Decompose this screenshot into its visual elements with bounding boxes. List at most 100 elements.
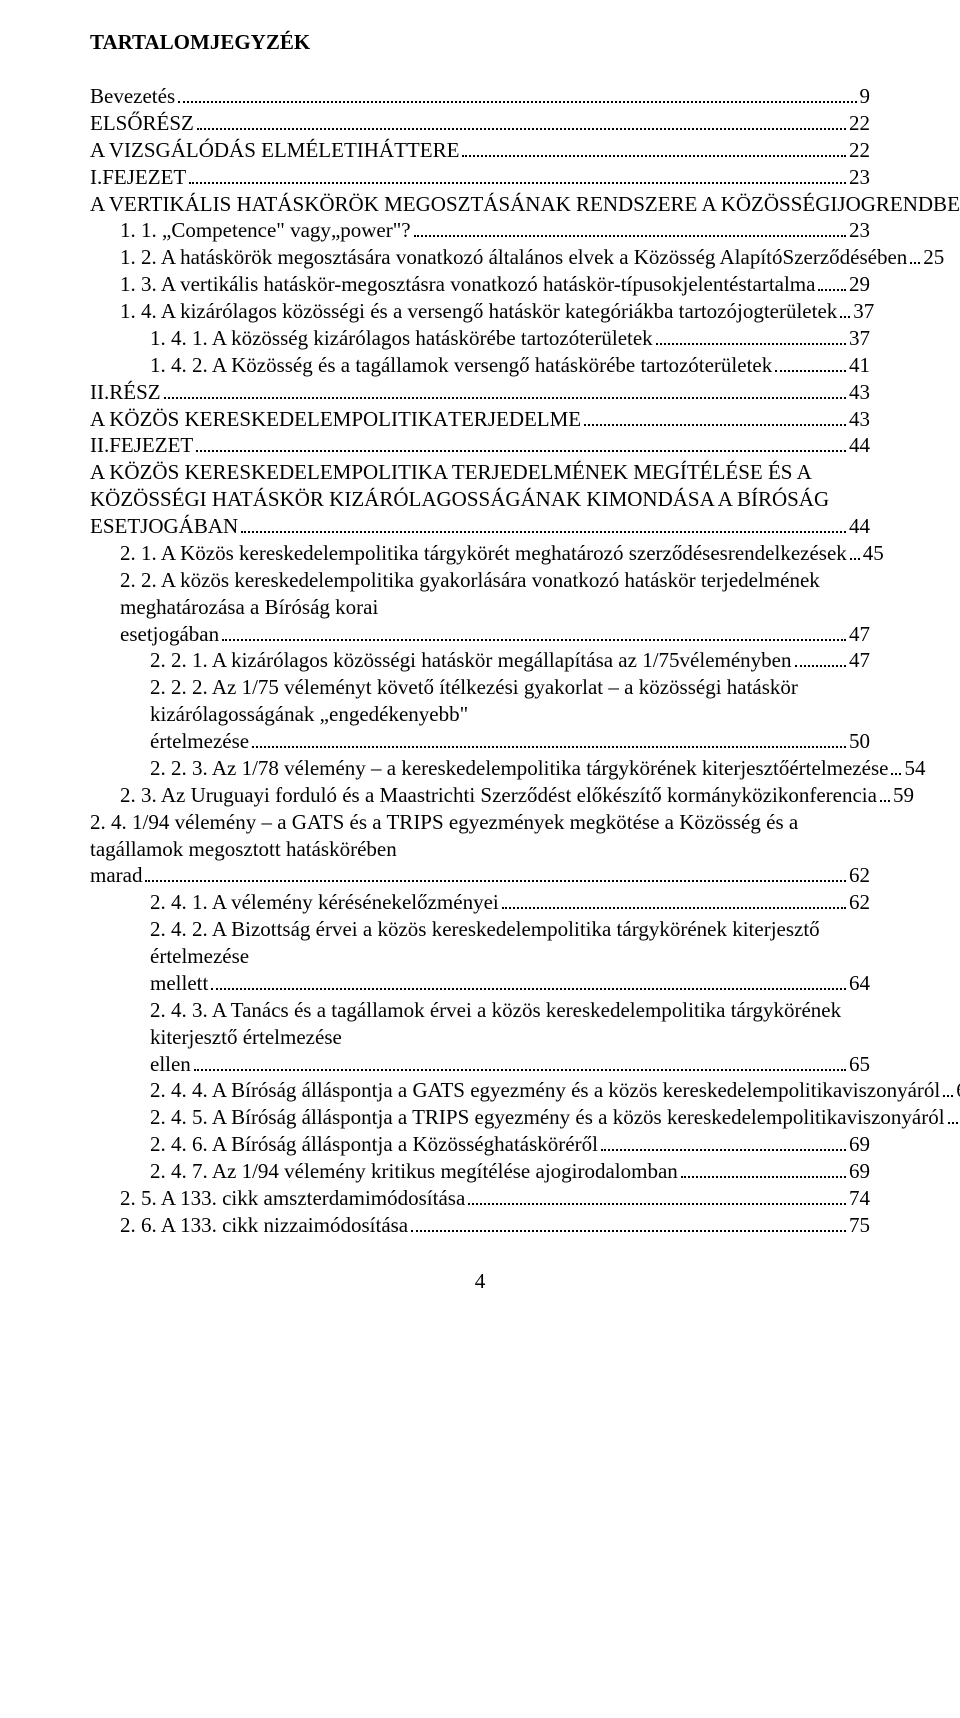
toc-entry: 2. 4. 4. A Bíróság álláspontja a GATS eg… bbox=[90, 1077, 870, 1104]
toc-entry-tail: ESETJOGÁBAN 44 bbox=[90, 513, 870, 540]
toc-entry: 1. 4. 1. A közösség kizárólagos hatáskör… bbox=[90, 325, 870, 352]
toc-leader bbox=[502, 907, 846, 909]
toc-leader bbox=[601, 1149, 846, 1151]
toc-entry-text: 2. 4. 1. A vélemény kérésének bbox=[150, 889, 402, 916]
toc-body: Bevezetés 9ELSŐ RÉSZ 22A VIZSGÁLÓDÁS ELM… bbox=[90, 83, 870, 1239]
toc-entry-page: 50 bbox=[849, 728, 870, 755]
toc-entry-lastword: marad bbox=[90, 862, 142, 889]
toc-entry: 2. 4. 1. A vélemény kérésének előzményei… bbox=[90, 889, 870, 916]
toc-entry: 2. 4. 1/94 vélemény – a GATS és a TRIPS … bbox=[90, 809, 870, 890]
toc-entry-tail: JOGRENDBEN 23 bbox=[837, 191, 870, 218]
toc-entry-page: 23 bbox=[849, 164, 870, 191]
toc-entry-tail: értelmezése 50 bbox=[150, 728, 870, 755]
toc-entry-tail: „power"? 23 bbox=[331, 217, 870, 244]
toc-entry-page: 54 bbox=[904, 755, 925, 782]
toc-entry-text: 2. 2. A közös kereskedelempolitika gyako… bbox=[120, 567, 870, 621]
toc-entry: 1. 1. „Competence" vagy „power"? 23 bbox=[90, 217, 870, 244]
toc-entry-lastword: mellett bbox=[150, 970, 208, 997]
toc-entry: 1. 4. 2. A Közösség és a tagállamok vers… bbox=[90, 352, 870, 379]
toc-leader bbox=[252, 746, 846, 748]
toc-entry-text: 1. 4. A kizárólagos közösségi és a verse… bbox=[120, 298, 737, 325]
toc-entry-tail: RÉSZ 43 bbox=[109, 379, 870, 406]
toc-entry-lastword: RÉSZ bbox=[109, 379, 160, 406]
toc-entry-tail: HÁTTERE 22 bbox=[364, 137, 870, 164]
toc-leader bbox=[850, 558, 860, 560]
toc-entry-lastword: RÉSZ bbox=[143, 110, 194, 137]
toc-entry-text: 2. 4. 2. A Bizottság érvei a közös keres… bbox=[150, 916, 870, 970]
toc-entry-lastword: értelmezése bbox=[789, 755, 888, 782]
toc-entry: 2. 2. 1. A kizárólagos közösségi hatáskö… bbox=[90, 647, 870, 674]
toc-leader bbox=[891, 773, 901, 775]
toc-entry-text: 1. 1. „Competence" vagy bbox=[120, 217, 331, 244]
toc-entry-tail: Szerződésében 25 bbox=[783, 244, 871, 271]
toc-entry-text: 1. 3. A vertikális hatáskör-megosztásra … bbox=[120, 271, 683, 298]
document-page: TARTALOMJEGYZÉK Bevezetés 9ELSŐ RÉSZ 22A… bbox=[0, 0, 960, 1334]
toc-entry-page: 25 bbox=[923, 244, 944, 271]
toc-entry-page: 22 bbox=[849, 137, 870, 164]
toc-entry-lastword: ESETJOGÁBAN bbox=[90, 513, 238, 540]
toc-entry-lastword: előzményei bbox=[402, 889, 499, 916]
toc-entry-tail: előzményei 62 bbox=[402, 889, 870, 916]
toc-entry-tail: jelentéstartalma 29 bbox=[683, 271, 870, 298]
toc-leader bbox=[211, 988, 846, 990]
toc-entry-page: 22 bbox=[849, 110, 870, 137]
toc-entry: 2. 1. A Közös kereskedelempolitika tárgy… bbox=[90, 540, 870, 567]
toc-entry-lastword: JOGRENDBEN bbox=[837, 191, 960, 218]
toc-entry-lastword: TERJEDELME bbox=[448, 406, 581, 433]
toc-entry-page: 41 bbox=[849, 352, 870, 379]
toc-entry-lastword: FEJEZET bbox=[102, 164, 186, 191]
toc-entry-text: A VERTIKÁLIS HATÁSKÖRÖK MEGOSZTÁSÁNAK RE… bbox=[90, 191, 837, 218]
toc-entry: A KÖZÖS KERESKEDELEMPOLITIKA TERJEDELMÉN… bbox=[90, 459, 870, 540]
toc-entry: ELSŐ RÉSZ 22 bbox=[90, 110, 870, 137]
toc-entry-lastword: módosítása bbox=[314, 1212, 409, 1239]
toc-entry: Bevezetés 9 bbox=[90, 83, 870, 110]
toc-entry-tail: jogirodalomban 69 bbox=[545, 1158, 870, 1185]
toc-entry-page: 29 bbox=[849, 271, 870, 298]
toc-entry-page: 59 bbox=[893, 782, 914, 809]
toc-entry-lastword: területek bbox=[699, 352, 772, 379]
toc-entry-page: 64 bbox=[849, 970, 870, 997]
toc-entry: II. FEJEZET 44 bbox=[90, 432, 870, 459]
toc-entry-tail: értelmezése 54 bbox=[789, 755, 870, 782]
toc-entry-lastword: jelentéstartalma bbox=[683, 271, 816, 298]
toc-entry-lastword: HÁTTERE bbox=[364, 137, 460, 164]
toc-entry-lastword: rendelkezések bbox=[728, 540, 847, 567]
toc-entry: 2. 5. A 133. cikk amszterdami módosítása… bbox=[90, 1185, 870, 1212]
toc-leader bbox=[681, 1176, 846, 1178]
toc-leader bbox=[948, 1122, 958, 1124]
toc-entry: 2. 4. 3. A Tanács és a tagállamok érvei … bbox=[90, 997, 870, 1078]
toc-entry-tail: Bevezetés 9 bbox=[90, 83, 870, 110]
toc-entry-tail: konferencia 59 bbox=[778, 782, 870, 809]
toc-entry-lastword: Bevezetés bbox=[90, 83, 175, 110]
toc-leader bbox=[414, 235, 846, 237]
toc-entry-tail: esetjogában 47 bbox=[120, 621, 870, 648]
toc-entry: 2. 4. 7. Az 1/94 vélemény kritikus megít… bbox=[90, 1158, 870, 1185]
toc-entry-tail: véleményben 47 bbox=[680, 647, 870, 674]
toc-entry-tail: rendelkezések 45 bbox=[728, 540, 870, 567]
toc-entry-page: 44 bbox=[849, 432, 870, 459]
toc-entry-text: 2. 1. A Közös kereskedelempolitika tárgy… bbox=[120, 540, 728, 567]
toc-entry-page: 44 bbox=[849, 513, 870, 540]
toc-entry-lastword: területek bbox=[579, 325, 652, 352]
toc-entry: A VIZSGÁLÓDÁS ELMÉLETI HÁTTERE 22 bbox=[90, 137, 870, 164]
toc-entry-text: 2. 6. A 133. cikk nizzai bbox=[120, 1212, 314, 1239]
toc-entry: 2. 2. 3. Az 1/78 vélemény – a kereskedel… bbox=[90, 755, 870, 782]
toc-entry-page: 62 bbox=[849, 889, 870, 916]
toc-entry: 2. 4. 6. A Bíróság álláspontja a Közössé… bbox=[90, 1131, 870, 1158]
toc-entry-lastword: esetjogában bbox=[120, 621, 219, 648]
toc-entry-text: ELSŐ bbox=[90, 110, 143, 137]
toc-entry-page: 47 bbox=[849, 621, 870, 648]
toc-entry: 2. 4. 2. A Bizottság érvei a közös keres… bbox=[90, 916, 870, 997]
toc-entry-text: 2. 4. 3. A Tanács és a tagállamok érvei … bbox=[150, 997, 870, 1051]
toc-entry-text: A KÖZÖS KERESKEDELEMPOLITIKA TERJEDELMÉN… bbox=[90, 459, 870, 513]
toc-leader bbox=[164, 397, 846, 399]
toc-leader bbox=[411, 1230, 846, 1232]
toc-entry-tail: területek 37 bbox=[579, 325, 870, 352]
toc-leader bbox=[189, 182, 846, 184]
toc-entry-page: 45 bbox=[863, 540, 884, 567]
toc-entry-page: 37 bbox=[853, 298, 874, 325]
toc-leader bbox=[943, 1095, 953, 1097]
toc-entry-text: 1. 4. 1. A közösség kizárólagos hatáskör… bbox=[150, 325, 579, 352]
toc-entry-tail: viszonyáról 67 bbox=[847, 1104, 870, 1131]
toc-entry-tail: RÉSZ 22 bbox=[143, 110, 871, 137]
